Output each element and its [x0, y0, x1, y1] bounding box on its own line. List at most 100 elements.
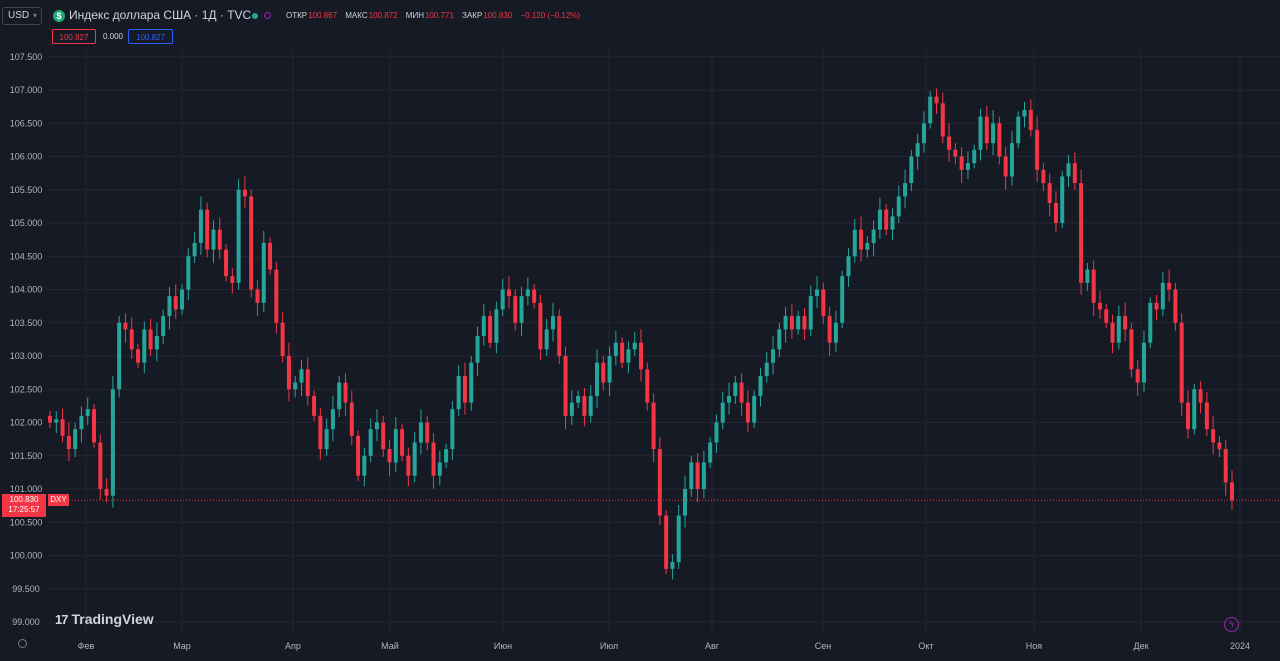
low-label: МИН — [405, 11, 424, 20]
candle-body — [921, 123, 926, 144]
candle-body — [374, 422, 379, 430]
candle-body — [1148, 302, 1153, 343]
candle-body — [186, 256, 191, 290]
candle-body — [796, 316, 801, 330]
candle-body — [865, 242, 870, 250]
candle-body — [54, 419, 59, 423]
currency-select[interactable]: USD ▾ — [2, 7, 42, 25]
candle-body — [242, 189, 247, 197]
candle-body — [884, 209, 889, 230]
y-tick-label: 101.500 — [10, 451, 43, 461]
buy-button[interactable]: 100.827 — [128, 29, 173, 44]
candle-body — [180, 289, 185, 310]
candle-body — [192, 242, 197, 257]
candle-body — [418, 422, 423, 443]
y-tick-label: 105.000 — [10, 218, 43, 228]
candle-body — [1217, 442, 1222, 450]
candle-body — [286, 356, 291, 390]
candle-body — [437, 462, 442, 476]
ohlc-values: ОТКР100.867 МАКС100.872 МИН100.771 ЗАКР1… — [286, 11, 586, 20]
y-tick-label: 102.500 — [10, 384, 43, 394]
candle-body — [79, 415, 84, 430]
candle-body — [412, 442, 417, 476]
candle-body — [569, 402, 574, 416]
candle-body — [343, 382, 348, 403]
candle-body — [173, 296, 178, 310]
data-status-icon[interactable] — [264, 12, 271, 19]
x-tick-label: Окт — [918, 641, 933, 651]
candle-body — [280, 322, 285, 356]
candle-body — [670, 562, 675, 569]
candle-body — [683, 489, 688, 516]
candle-body — [161, 316, 166, 337]
candle-body — [601, 362, 606, 383]
candle-body — [1066, 163, 1071, 177]
x-tick-label: Дек — [1133, 641, 1148, 651]
market-status-icon[interactable] — [252, 13, 258, 19]
candle-body — [198, 209, 203, 243]
candle-body — [714, 422, 719, 443]
candle-body — [230, 276, 235, 283]
candle-body — [896, 196, 901, 217]
candle-body — [594, 362, 599, 396]
candle-body — [928, 96, 933, 124]
candle-body — [676, 515, 681, 563]
candle-body — [73, 429, 78, 450]
candle-body — [727, 395, 732, 403]
tradingview-logo[interactable]: 17 TradingView — [55, 611, 154, 627]
candle-body — [92, 409, 97, 443]
tv-logo-icon: 17 — [55, 612, 69, 627]
x-tick-label: Июл — [600, 641, 618, 651]
y-tick-label: 99.500 — [12, 584, 40, 594]
candle-body — [362, 455, 367, 476]
candle-body — [305, 369, 310, 396]
candle-body — [1003, 156, 1008, 177]
last-price-value: 100.830 — [9, 495, 39, 504]
candle-body — [481, 316, 486, 337]
candle-body — [997, 123, 1002, 157]
x-tick-label: Май — [381, 641, 399, 651]
candle-body — [739, 382, 744, 403]
candle-body — [613, 342, 618, 356]
candle-body — [393, 429, 398, 463]
candle-body — [1135, 369, 1140, 383]
candle-body — [947, 136, 952, 150]
high-value: 100.872 — [368, 11, 398, 20]
high-label: МАКС — [345, 11, 368, 20]
candle-body — [815, 289, 820, 297]
sell-button[interactable]: 100.827 — [52, 29, 96, 44]
candle-body — [1091, 269, 1096, 303]
y-tick-label: 99.000 — [12, 617, 40, 627]
candle-body — [909, 156, 914, 184]
candle-body — [915, 143, 920, 157]
candle-body — [1072, 163, 1077, 184]
candle-body — [110, 389, 115, 496]
chevron-down-icon: ▾ — [32, 11, 37, 20]
candle-body — [123, 322, 128, 330]
candle-body — [550, 316, 555, 330]
candle-body — [1028, 109, 1033, 130]
candle-body — [720, 402, 725, 423]
candle-body — [821, 289, 826, 317]
candle-body — [299, 369, 304, 383]
candle-body — [632, 342, 637, 350]
candle-body — [66, 435, 71, 450]
candle-body — [167, 296, 172, 317]
candle-body — [1009, 143, 1014, 177]
candle-body — [1160, 282, 1165, 310]
dollar-icon: $ — [53, 10, 65, 22]
candle-body — [1035, 129, 1040, 170]
candle-body — [639, 342, 643, 370]
y-tick-label: 107.000 — [10, 85, 43, 95]
timezone-settings-icon[interactable] — [18, 639, 27, 648]
candle-body — [261, 242, 266, 303]
candle-body — [324, 429, 329, 450]
candle-body — [940, 103, 945, 137]
candle-body — [494, 309, 499, 343]
candle-body — [789, 316, 794, 330]
candle-body — [217, 229, 222, 250]
symbol-title[interactable]: Индекс доллара США · 1Д · TVC — [69, 8, 252, 22]
lightning-icon[interactable]: ϟ — [1224, 617, 1239, 632]
candle-body — [1185, 402, 1190, 430]
